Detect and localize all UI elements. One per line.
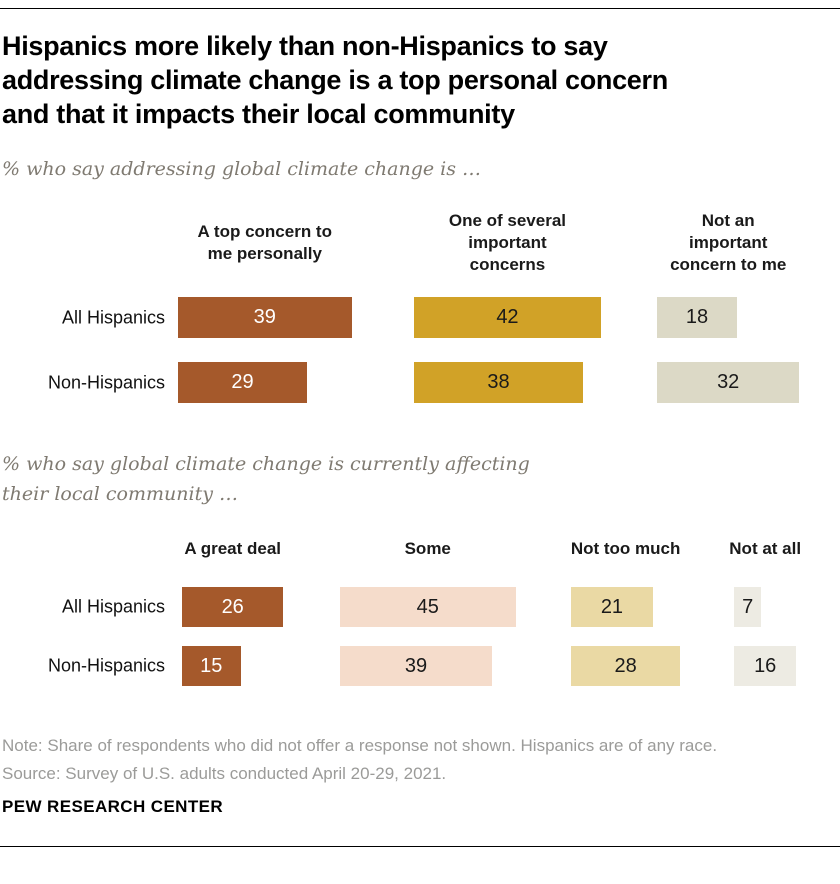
bar-value-label: 18 <box>685 306 709 328</box>
bar-segment: 32 <box>657 362 800 403</box>
note-text: Note: Share of respondents who did not o… <box>2 736 718 755</box>
bar-segment: 18 <box>657 297 738 338</box>
bar-value-label: 16 <box>754 654 777 677</box>
row-label: Non-Hispanics <box>47 372 165 392</box>
chart2-subtitle: % who say global climate change is curre… <box>2 453 530 505</box>
chart-top-concern: A top concern to me personally 39 29 One of… <box>0 199 840 403</box>
column-header: A great deal <box>184 539 282 558</box>
bar-segment: 16 <box>734 646 797 686</box>
bar-value-label: 32 <box>717 371 740 393</box>
bar-segment: 38 <box>414 362 584 403</box>
bar-segment: 26 <box>182 587 284 627</box>
column-header: Some <box>404 539 451 558</box>
column-header: Not at all <box>729 539 802 558</box>
row-label: All Hispanics <box>61 307 165 327</box>
bar-value-label: 15 <box>200 654 223 677</box>
bar-value-label: 7 <box>742 595 754 618</box>
chart-title: Hispanics more likely than non-Hispanics… <box>2 31 668 129</box>
bar-segment: 7 <box>734 587 762 627</box>
bar-segment: 15 <box>182 646 241 686</box>
bar-segment: 45 <box>340 587 516 627</box>
bar-segment: 28 <box>571 646 681 686</box>
bar-segment: 42 <box>414 297 601 338</box>
bar-segment: 29 <box>178 362 308 403</box>
bar-value-label: 38 <box>487 371 510 393</box>
bar-value-label: 26 <box>221 595 244 618</box>
bar-segment: 39 <box>178 297 352 338</box>
column-header: Not too much <box>570 539 681 558</box>
source-text: Source: Survey of U.S. adults conducted … <box>2 764 447 783</box>
column-header: A top concern to me personally <box>197 222 332 263</box>
bar-segment: 21 <box>571 587 653 627</box>
top-border-line <box>0 8 840 9</box>
column-header: One of several important concerns <box>448 211 567 274</box>
bar-value-label: 39 <box>404 654 428 677</box>
bar-segment: 39 <box>340 646 493 686</box>
row-label: All Hispanics <box>61 596 165 617</box>
bar-value-label: 29 <box>231 371 254 393</box>
bar-value-label: 39 <box>253 306 276 328</box>
bar-value-label: 28 <box>614 654 637 677</box>
bar-value-label: 45 <box>416 595 439 618</box>
bar-value-label: 42 <box>496 306 519 328</box>
chart1-subtitle: % who say addressing global climate chan… <box>2 158 482 180</box>
column-header: Not an important concern to me <box>670 211 787 274</box>
bar-value-label: 21 <box>600 595 624 618</box>
chart-local-community: A great deal 26 15 Some 45 39 Not too much 21 28… <box>0 533 840 686</box>
bottom-border-line <box>0 846 840 847</box>
row-label: Non-Hispanics <box>47 655 165 676</box>
brand-text: PEW RESEARCH CENTER <box>2 797 224 816</box>
